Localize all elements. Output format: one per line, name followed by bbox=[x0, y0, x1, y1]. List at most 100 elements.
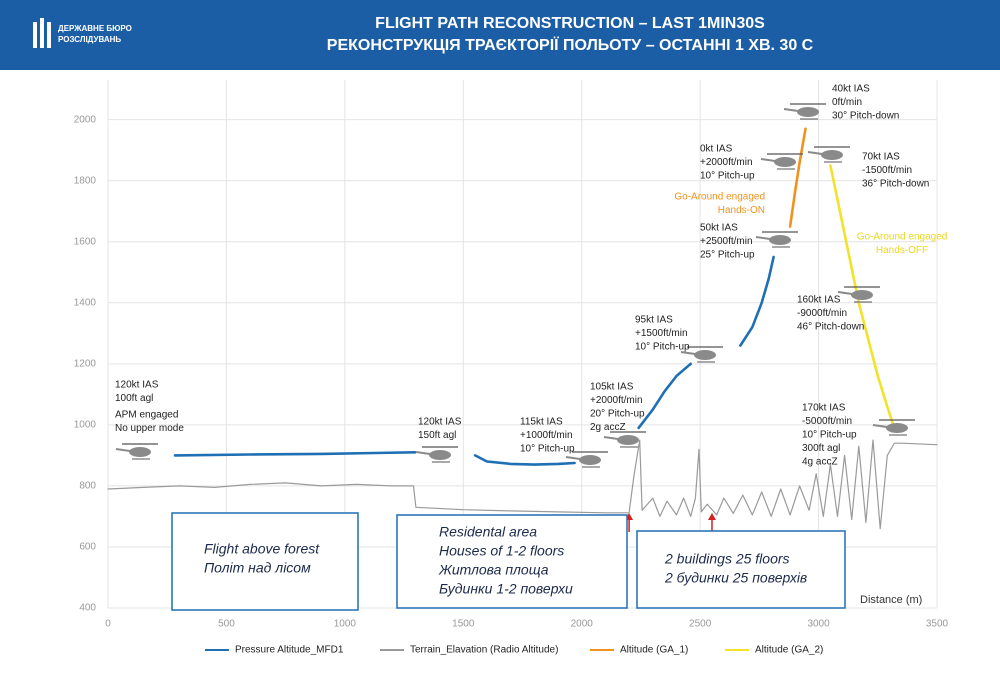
x-tick-label: 3000 bbox=[807, 619, 830, 630]
helicopter-body bbox=[617, 435, 639, 445]
annotation: APM engaged bbox=[115, 410, 178, 421]
helicopter-body bbox=[774, 157, 796, 167]
annotation: -5000ft/min bbox=[802, 416, 852, 427]
annotation: 2g accZ bbox=[590, 422, 626, 433]
series-line bbox=[788, 127, 807, 228]
annotation: 46° Pitch-down bbox=[797, 322, 864, 333]
helicopter-tail bbox=[565, 456, 581, 460]
legend-label: Altitude (GA_1) bbox=[620, 645, 688, 656]
annotation: 25° Pitch-up bbox=[700, 250, 755, 261]
helicopter-tail bbox=[837, 291, 853, 295]
annotation: 4g accZ bbox=[802, 457, 838, 468]
helicopter-icon bbox=[565, 451, 608, 468]
annotation: 30° Pitch-down bbox=[832, 111, 899, 122]
title: РЕКОНСТРУКЦІЯ ТРАЄКТОРІЇ ПОЛЬОТУ – ОСТАН… bbox=[327, 36, 814, 54]
arrow-head bbox=[707, 513, 716, 520]
annotation: 120kt IAS bbox=[418, 417, 462, 428]
annotation: 115kt IAS bbox=[520, 417, 563, 428]
y-tick-label: 800 bbox=[79, 481, 96, 492]
helicopter-body bbox=[579, 455, 601, 465]
box-text: Житлова площа bbox=[438, 562, 549, 578]
box-text: Політ над лісом bbox=[204, 560, 311, 576]
y-tick-label: 600 bbox=[79, 542, 96, 553]
annotation: No upper mode bbox=[115, 423, 184, 434]
y-tick-label: 1200 bbox=[74, 358, 97, 369]
annotation: +1000ft/min bbox=[520, 430, 573, 441]
box-text: 2 будинки 25 поверхів bbox=[664, 570, 807, 586]
annotation: -9000ft/min bbox=[797, 308, 847, 319]
legend-label: Terrain_Elavation (Radio Altitude) bbox=[410, 645, 558, 656]
x-tick-label: 3500 bbox=[926, 619, 949, 630]
annotation: 20° Pitch-up bbox=[590, 409, 645, 420]
logo-text: ДЕРЖАВНЕ БЮРО bbox=[58, 24, 132, 33]
box-text: Flight above forest bbox=[204, 541, 320, 557]
helicopter-body bbox=[129, 447, 151, 457]
helicopter-tail bbox=[783, 108, 799, 112]
helicopter-tail bbox=[755, 236, 771, 240]
annotation: +1500ft/min bbox=[635, 328, 688, 339]
box-text: 2 buildings 25 floors bbox=[664, 551, 790, 567]
helicopter-icon bbox=[115, 443, 158, 460]
annotation: 300ft agl bbox=[802, 443, 840, 454]
logo-mark bbox=[33, 18, 51, 48]
annotation: 105kt IAS bbox=[590, 382, 634, 393]
annotation: 150ft agl bbox=[418, 430, 456, 441]
annotation: 50kt IAS bbox=[700, 223, 738, 234]
annotation: Go-Around engaged bbox=[857, 232, 948, 243]
helicopter-icon bbox=[760, 153, 803, 170]
annotation: 170kt IAS bbox=[802, 403, 846, 414]
helicopter-tail bbox=[680, 351, 696, 355]
legend-label: Pressure Altitude_MFD1 bbox=[235, 645, 344, 656]
info-box bbox=[396, 514, 628, 609]
annotation: 100ft agl bbox=[115, 393, 153, 404]
annotation: +2500ft/min bbox=[700, 236, 753, 247]
helicopter-tail bbox=[760, 158, 776, 162]
x-tick-label: 500 bbox=[218, 619, 235, 630]
annotation: 10° Pitch-up bbox=[700, 171, 755, 182]
helicopter-body bbox=[429, 450, 451, 460]
annotation: 0ft/min bbox=[832, 97, 862, 108]
y-tick-label: 1600 bbox=[74, 236, 97, 247]
series-line bbox=[173, 255, 775, 466]
x-tick-label: 1000 bbox=[334, 619, 357, 630]
series-line bbox=[829, 164, 895, 427]
helicopter-icon bbox=[837, 286, 880, 303]
annotation: Hands-ON bbox=[718, 205, 765, 216]
helicopter-icon bbox=[755, 231, 798, 248]
helicopter-tail bbox=[872, 424, 888, 428]
helicopter-body bbox=[886, 423, 908, 433]
helicopter-tail bbox=[603, 436, 619, 440]
y-tick-label: 1000 bbox=[74, 420, 97, 431]
annotation: 95kt IAS bbox=[635, 315, 673, 326]
annotation: 120kt IAS bbox=[115, 380, 159, 391]
annotation: +2000ft/min bbox=[590, 395, 643, 406]
info-box bbox=[171, 512, 359, 611]
helicopter-icon bbox=[680, 346, 723, 363]
annotation: 10° Pitch-up bbox=[635, 342, 690, 353]
y-tick-label: 2000 bbox=[74, 114, 97, 125]
y-tick-label: 1400 bbox=[74, 297, 97, 308]
title: FLIGHT PATH RECONSTRUCTION – LAST 1MIN30… bbox=[375, 15, 765, 32]
helicopter-body bbox=[851, 290, 873, 300]
legend-label: Altitude (GA_2) bbox=[755, 645, 823, 656]
helicopter-body bbox=[821, 150, 843, 160]
helicopter-icon bbox=[783, 103, 826, 120]
info-box bbox=[636, 530, 846, 609]
helicopter-icon bbox=[807, 146, 850, 163]
annotation: 36° Pitch-down bbox=[862, 179, 929, 190]
helicopter-tail bbox=[415, 451, 431, 455]
series-line bbox=[107, 439, 938, 530]
helicopter-body bbox=[769, 235, 791, 245]
annotation: 160kt IAS bbox=[797, 295, 841, 306]
helicopter-body bbox=[797, 107, 819, 117]
y-tick-label: 400 bbox=[79, 603, 96, 614]
annotation: +2000ft/min bbox=[700, 157, 753, 168]
annotation: Hands-OFF bbox=[876, 245, 928, 256]
header-band bbox=[0, 0, 1000, 70]
annotation: 10° Pitch-up bbox=[520, 444, 575, 455]
annotation: 70kt IAS bbox=[862, 152, 900, 163]
x-tick-label: 0 bbox=[105, 619, 111, 630]
x-tick-label: 2500 bbox=[689, 619, 712, 630]
helicopter-tail bbox=[807, 151, 823, 155]
